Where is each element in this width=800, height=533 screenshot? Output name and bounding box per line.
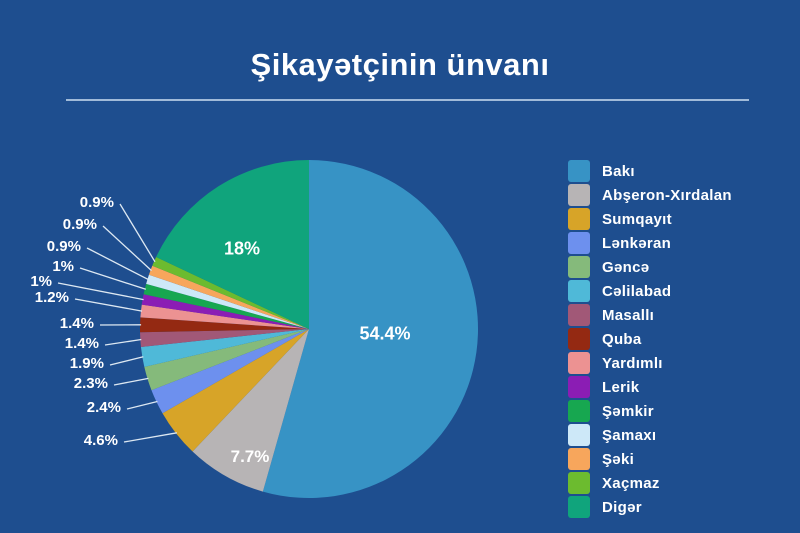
pie-slice — [151, 329, 309, 414]
pie-slice — [152, 257, 309, 329]
slice-label-outside: 1.4% — [60, 315, 94, 332]
pie-slice — [148, 265, 309, 329]
legend-item: Masallı — [568, 304, 732, 326]
pie-slice — [262, 160, 479, 498]
legend-swatch — [568, 232, 590, 254]
legend-swatch — [568, 304, 590, 326]
slice-label-outside: 0.9% — [47, 238, 81, 255]
legend-item: Yardımlı — [568, 352, 732, 374]
legend-label: Şamaxı — [602, 426, 657, 444]
legend-label: Şəki — [602, 450, 635, 468]
legend-label: Digər — [602, 498, 642, 516]
legend-swatch — [568, 208, 590, 230]
slice-label-outside: 1.2% — [35, 289, 69, 306]
label-leader-line — [79, 267, 147, 290]
pie-slice — [143, 283, 309, 329]
legend-item: Şəmkir — [568, 400, 732, 422]
pie-slice — [156, 160, 309, 329]
legend-label: Bakı — [602, 162, 635, 180]
slice-label-outside: 4.6% — [84, 432, 118, 449]
legend-label: Quba — [602, 330, 642, 348]
slice-label-outside: 2.4% — [87, 399, 121, 416]
legend-swatch — [568, 352, 590, 374]
legend-swatch — [568, 328, 590, 350]
pie-slice — [144, 329, 309, 391]
slice-label-outside: 1.4% — [65, 335, 99, 352]
legend-swatch — [568, 496, 590, 518]
legend-item: Lerik — [568, 376, 732, 398]
slice-label-outside: 2.3% — [74, 375, 108, 392]
pie-slice — [146, 274, 309, 329]
label-leader-line — [86, 247, 149, 281]
slice-label-outside: 0.9% — [80, 194, 114, 211]
legend-swatch — [568, 400, 590, 422]
pie-slice — [140, 329, 309, 367]
slice-label-outside: 1.9% — [70, 355, 104, 372]
slice-label-inside: 54.4% — [359, 323, 410, 343]
legend-item: Digər — [568, 496, 732, 518]
legend-swatch — [568, 424, 590, 446]
legend-label: Yardımlı — [602, 354, 663, 372]
label-leader-line — [126, 400, 158, 410]
legend-item: Gəncə — [568, 256, 732, 278]
legend-swatch — [568, 472, 590, 494]
label-leader-line — [57, 282, 144, 301]
label-leader-line — [102, 225, 152, 272]
legend-item: Lənkəran — [568, 232, 732, 254]
legend-swatch — [568, 256, 590, 278]
pie-slice — [140, 329, 309, 348]
legend-item: Şəki — [568, 448, 732, 470]
legend-label: Cəlilabad — [602, 282, 672, 300]
pie-slice — [140, 304, 309, 329]
legend-swatch — [568, 280, 590, 302]
label-leader-line — [104, 338, 142, 346]
label-leader-line — [74, 298, 143, 312]
legend-label: Lənkəran — [602, 234, 672, 252]
pie-slice — [139, 317, 309, 333]
legend-label: Xaçmaz — [602, 474, 660, 492]
slice-label-outside: 1% — [52, 258, 74, 275]
legend: Bakı Abşeron-Xırdalan Sumqayıt Lənkəran Gənc… — [568, 160, 732, 520]
slice-label-inside: 7.7% — [231, 447, 270, 466]
legend-swatch — [568, 448, 590, 470]
slice-label-outside: 0.9% — [63, 216, 97, 233]
legend-item: Abşeron-Xırdalan — [568, 184, 732, 206]
legend-swatch — [568, 184, 590, 206]
legend-item: Cəlilabad — [568, 280, 732, 302]
legend-item: Bakı — [568, 160, 732, 182]
slice-label-inside: 18% — [224, 238, 260, 258]
title-divider — [66, 99, 749, 101]
legend-label: Lerik — [602, 378, 640, 396]
legend-item: Quba — [568, 328, 732, 350]
legend-label: Abşeron-Xırdalan — [602, 186, 732, 204]
pie-slice — [141, 294, 309, 329]
label-leader-line — [113, 377, 149, 386]
legend-label: Şəmkir — [602, 402, 654, 420]
legend-label: Masallı — [602, 306, 655, 324]
pie-slice — [162, 329, 309, 452]
slice-label-outside: 1% — [30, 273, 52, 290]
pie-slice — [192, 329, 309, 492]
label-leader-line — [123, 432, 178, 443]
page-title: Şikayətçinin ünvanı — [250, 47, 550, 82]
legend-label: Sumqayıt — [602, 210, 672, 228]
legend-swatch — [568, 160, 590, 182]
legend-item: Şamaxı — [568, 424, 732, 446]
legend-item: Xaçmaz — [568, 472, 732, 494]
legend-swatch — [568, 376, 590, 398]
label-leader-line — [119, 203, 156, 263]
label-leader-line — [109, 356, 144, 366]
legend-label: Gəncə — [602, 258, 650, 276]
legend-item: Sumqayıt — [568, 208, 732, 230]
